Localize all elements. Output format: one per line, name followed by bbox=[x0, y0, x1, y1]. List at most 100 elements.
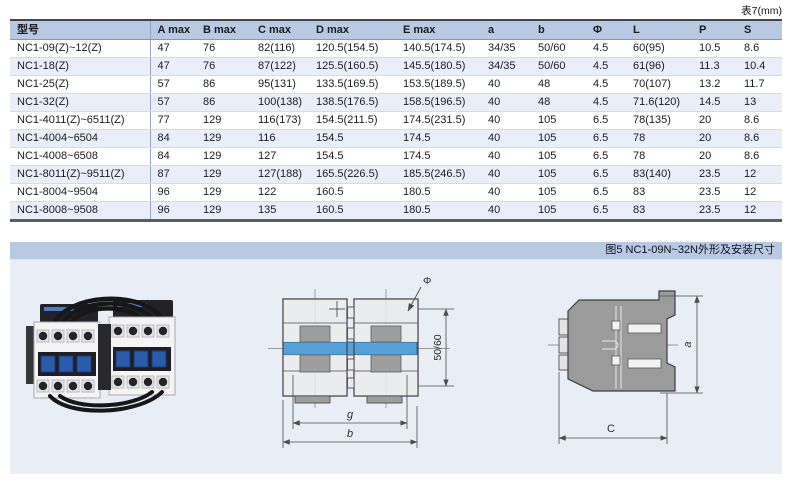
header-row: 型号 A max B max C max D max E max a b Φ L P S bbox=[10, 20, 782, 40]
table-cell: 129 bbox=[196, 183, 251, 202]
table-cell: 34/35 bbox=[481, 57, 531, 76]
table-cell: 12 bbox=[737, 165, 782, 184]
table-cell: 78 bbox=[626, 129, 692, 148]
column-header: D max bbox=[309, 20, 396, 40]
table-cell: 78(135) bbox=[626, 111, 692, 130]
table-row: NC1-8011(Z)~9511(Z) 87 129 127(188) 165.5(22… bbox=[10, 165, 782, 184]
table-cell: 86 bbox=[196, 93, 251, 112]
table-cell: 105 bbox=[531, 147, 586, 166]
table-cell: 61(96) bbox=[626, 57, 692, 76]
figure-panel: 图5 NC1-09N~32N外形及安装尺寸 bbox=[10, 242, 782, 474]
top-wires-illustration bbox=[51, 296, 163, 327]
table-cell: 57 bbox=[150, 93, 196, 112]
phi-leader bbox=[407, 286, 422, 312]
table-cell: 4.5 bbox=[586, 57, 626, 76]
table-cell: 87 bbox=[150, 165, 196, 184]
table-cell: 160.5 bbox=[309, 183, 396, 202]
table-row: NC1-8008~9508 96 129 135 160.5 180.5 40 105 6.5 8… bbox=[10, 201, 782, 221]
table-cell: 11.7 bbox=[737, 75, 782, 94]
model-cell: NC1-4008~6508 bbox=[10, 147, 151, 166]
table-cell: 50/60 bbox=[531, 39, 586, 58]
table-cell: 100(138) bbox=[251, 93, 309, 112]
dim-50-60 bbox=[418, 308, 454, 387]
dimensions-table: 型号 A max B max C max D max E max a b Φ L P S NC1-09… bbox=[10, 19, 782, 222]
table-cell: 70(107) bbox=[626, 75, 692, 94]
table-cell: 47 bbox=[150, 57, 196, 76]
table-cell: 12 bbox=[744, 204, 757, 216]
column-header: B max bbox=[196, 20, 251, 40]
table-cell: 96 bbox=[150, 183, 196, 202]
table-cell: 154.5 bbox=[309, 129, 396, 148]
dim-g bbox=[292, 375, 408, 429]
table-row: NC1-4004~6504 84 129 116 154.5 174.5 40 105 6.5 7… bbox=[10, 129, 782, 148]
table-cell: 174.5 bbox=[396, 129, 481, 148]
figure-drawing: Φ 50/60 g bbox=[26, 275, 703, 448]
table-cell: 105 bbox=[531, 129, 586, 148]
table-cell: 13.2 bbox=[692, 75, 737, 94]
model-cell: NC1-4004~6504 bbox=[10, 129, 151, 148]
table-cell: 8.6 bbox=[737, 111, 782, 130]
model-cell: NC1-18(Z) bbox=[10, 57, 151, 76]
blue-buttons-illustration bbox=[40, 350, 167, 373]
table-cell: 60(95) bbox=[626, 39, 692, 58]
table-cell: 174.5 bbox=[396, 147, 481, 166]
model-cell: NC1-4011(Z)~6511(Z) bbox=[10, 111, 151, 130]
table-cell: 105 bbox=[531, 111, 586, 130]
table-cell: 6.5 bbox=[593, 204, 609, 216]
column-header: a bbox=[481, 20, 531, 40]
table-cell: 40 bbox=[481, 111, 531, 130]
table-cell: 57 bbox=[150, 75, 196, 94]
table-cell: 48 bbox=[531, 93, 586, 112]
product-photo bbox=[26, 296, 176, 413]
table-cell: 129 bbox=[196, 129, 251, 148]
table-cell: 83(140) bbox=[626, 165, 692, 184]
dim-label-g: g bbox=[347, 409, 354, 421]
table-cell: 6.5 bbox=[586, 129, 626, 148]
table-cell: 77 bbox=[150, 111, 196, 130]
table-cell: 135 bbox=[258, 204, 277, 216]
column-header: 型号 bbox=[10, 20, 151, 40]
table-cell: 40 bbox=[481, 93, 531, 112]
table-cell: 76 bbox=[196, 39, 251, 58]
table-cell: 20 bbox=[692, 147, 737, 166]
table-cell: 129 bbox=[203, 204, 222, 216]
table-cell: 48 bbox=[531, 75, 586, 94]
table-cell: 84 bbox=[150, 129, 196, 148]
table-row: NC1-4011(Z)~6511(Z) 77 129 116(173) 154.5(21… bbox=[10, 111, 782, 130]
table-cell: 116(173) bbox=[251, 111, 309, 130]
table-cell: 8.6 bbox=[737, 147, 782, 166]
table-cell: 174.5(231.5) bbox=[396, 111, 481, 130]
table-head: 型号 A max B max C max D max E max a b Φ L P S bbox=[10, 20, 782, 40]
table-cell: 47 bbox=[150, 39, 196, 58]
table-cell: 4.5 bbox=[586, 93, 626, 112]
table-cell: 6.5 bbox=[586, 165, 626, 184]
table-cell: 6.5 bbox=[586, 183, 626, 202]
column-header: A max bbox=[150, 20, 196, 40]
table-row: NC1-25(Z) 57 86 95(131) 133.5(169.5) 153.5(18… bbox=[10, 75, 782, 94]
model-cell: NC1-8008~9508 bbox=[10, 201, 151, 221]
dim-label-50-60: 50/60 bbox=[432, 334, 444, 360]
table-cell: 116 bbox=[251, 129, 309, 148]
side-view-diagram: a C bbox=[548, 290, 703, 444]
dim-label-b: b bbox=[347, 428, 353, 440]
table-cell: 23.5 bbox=[692, 183, 737, 202]
table-cell: 154.5(211.5) bbox=[309, 111, 396, 130]
table-cell: 180.5 bbox=[396, 183, 481, 202]
table-cell: 40 bbox=[481, 147, 531, 166]
table-cell: 12 bbox=[737, 183, 782, 202]
table-cell: 8.6 bbox=[737, 129, 782, 148]
table-cell: 154.5 bbox=[309, 147, 396, 166]
column-header: Φ bbox=[586, 20, 626, 40]
table-cell: 82(116) bbox=[251, 39, 309, 58]
table-row: NC1-8004~9504 96 129 122 160.5 180.5 40 105 6.5 8… bbox=[10, 183, 782, 202]
table-cell: 140.5(174.5) bbox=[396, 39, 481, 58]
dim-label-a: a bbox=[682, 341, 694, 347]
table-cell: 185.5(246.5) bbox=[396, 165, 481, 184]
table-cell: 180.5 bbox=[403, 204, 431, 216]
column-header: L bbox=[626, 20, 692, 40]
table-cell: 138.5(176.5) bbox=[309, 93, 396, 112]
column-header: P bbox=[692, 20, 737, 40]
model-cell: NC1-09(Z)~12(Z) bbox=[10, 39, 151, 58]
table-cell: 84 bbox=[150, 147, 196, 166]
table-row: NC1-4008~6508 84 129 127 154.5 174.5 40 105 6.5 7… bbox=[10, 147, 782, 166]
